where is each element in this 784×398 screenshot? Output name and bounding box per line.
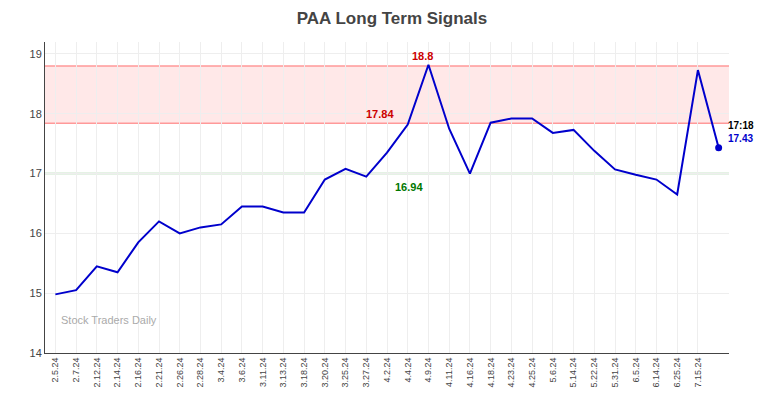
svg-text:5.6.24: 5.6.24	[548, 358, 558, 383]
svg-text:19: 19	[30, 48, 42, 60]
svg-text:5.31.24: 5.31.24	[610, 358, 620, 388]
svg-text:Stock Traders Daily: Stock Traders Daily	[61, 314, 157, 326]
svg-text:PAA Long Term Signals: PAA Long Term Signals	[297, 9, 487, 28]
svg-text:4.16.24: 4.16.24	[465, 358, 475, 388]
svg-text:3.20.24: 3.20.24	[320, 358, 330, 388]
svg-text:7.15.24: 7.15.24	[693, 358, 703, 388]
svg-text:3.27.24: 3.27.24	[361, 358, 371, 388]
svg-text:4.18.24: 4.18.24	[486, 358, 496, 388]
svg-text:2.7.24: 2.7.24	[71, 358, 81, 383]
svg-text:18: 18	[30, 108, 42, 120]
svg-text:17.43: 17.43	[728, 133, 753, 144]
svg-text:2.14.24: 2.14.24	[112, 358, 122, 388]
svg-text:14: 14	[30, 347, 42, 359]
svg-text:3.18.24: 3.18.24	[299, 358, 309, 388]
svg-text:17: 17	[30, 167, 42, 179]
svg-text:4.4.24: 4.4.24	[403, 358, 413, 383]
svg-text:5.22.24: 5.22.24	[589, 358, 599, 388]
svg-text:6.5.24: 6.5.24	[631, 358, 641, 383]
svg-text:3.6.24: 3.6.24	[237, 358, 247, 383]
svg-text:6.14.24: 6.14.24	[651, 358, 661, 388]
svg-text:3.13.24: 3.13.24	[278, 358, 288, 388]
svg-text:2.28.24: 2.28.24	[195, 358, 205, 388]
svg-text:3.11.24: 3.11.24	[258, 358, 268, 387]
svg-text:5.14.24: 5.14.24	[568, 358, 578, 388]
svg-text:2.12.24: 2.12.24	[92, 358, 102, 388]
svg-text:17.84: 17.84	[366, 108, 394, 120]
svg-text:4.11.24: 4.11.24	[444, 358, 454, 387]
svg-text:16.94: 16.94	[395, 181, 423, 193]
svg-text:6.25.24: 6.25.24	[672, 358, 682, 388]
svg-text:2.16.24: 2.16.24	[133, 358, 143, 388]
svg-text:2.5.24: 2.5.24	[50, 358, 60, 383]
svg-text:17:18: 17:18	[728, 120, 754, 131]
svg-text:18.8: 18.8	[412, 50, 433, 62]
svg-text:16: 16	[30, 227, 42, 239]
svg-text:2.26.24: 2.26.24	[175, 358, 185, 388]
svg-text:2.21.24: 2.21.24	[154, 358, 164, 388]
svg-text:4.9.24: 4.9.24	[423, 358, 433, 383]
svg-text:4.25.24: 4.25.24	[527, 358, 537, 388]
svg-text:15: 15	[30, 287, 42, 299]
svg-text:3.4.24: 3.4.24	[216, 358, 226, 383]
svg-text:3.25.24: 3.25.24	[340, 358, 350, 388]
svg-text:4.23.24: 4.23.24	[506, 358, 516, 388]
svg-text:4.2.24: 4.2.24	[382, 358, 392, 383]
